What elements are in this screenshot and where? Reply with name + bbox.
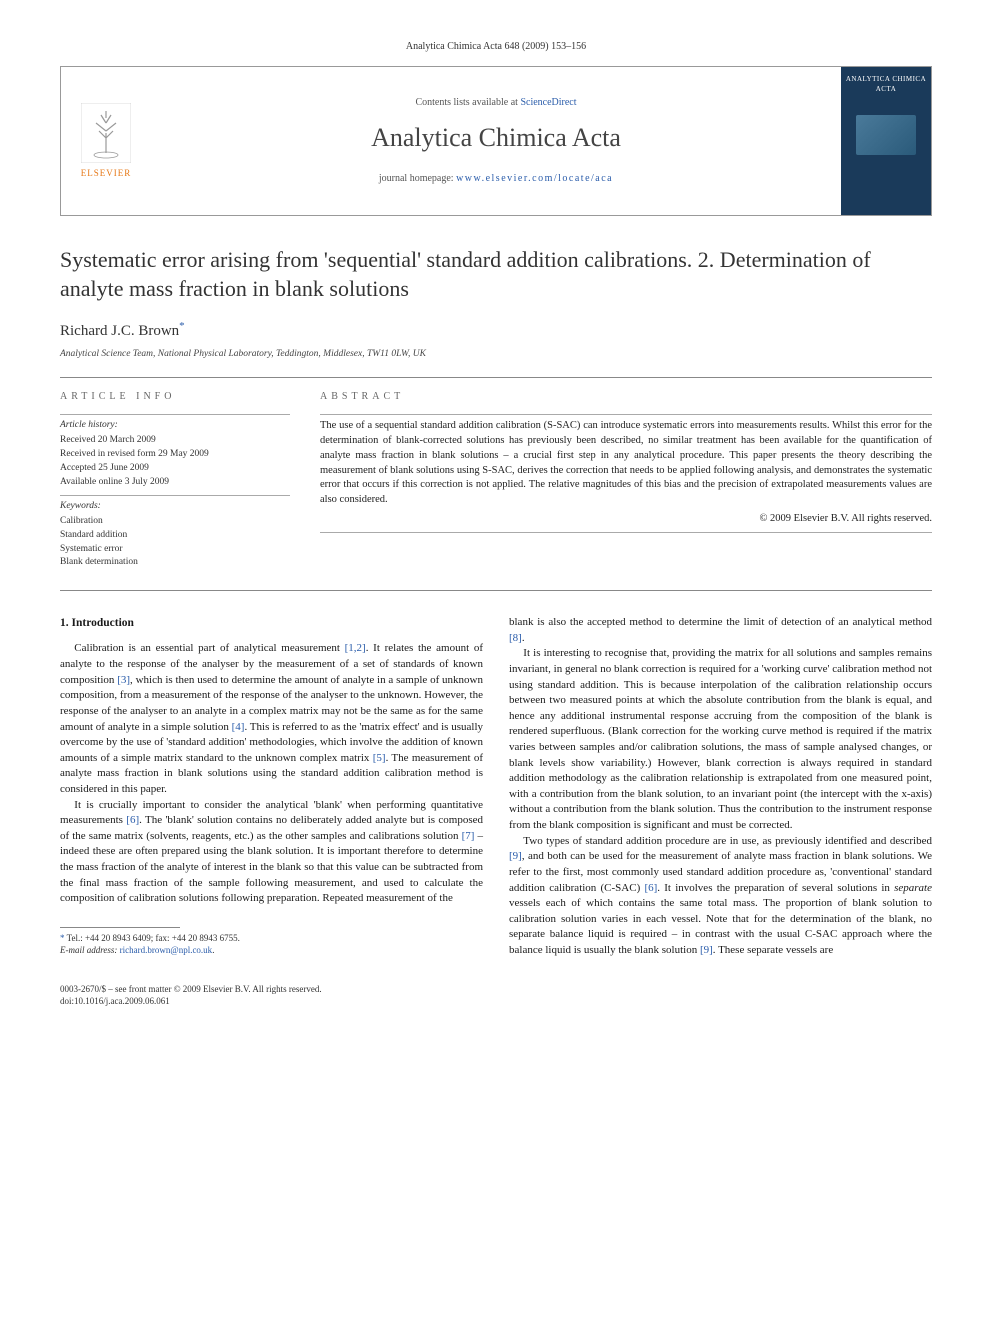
paragraph: Calibration is an essential part of anal… xyxy=(60,641,483,797)
citation-link[interactable]: [9] xyxy=(700,944,713,956)
history-item: Accepted 25 June 2009 xyxy=(60,462,290,476)
divider xyxy=(60,590,932,591)
journal-homepage: journal homepage: www.elsevier.com/locat… xyxy=(379,172,613,186)
elsevier-tree-icon xyxy=(81,103,131,163)
italic-text: separate xyxy=(894,882,932,894)
email-label: E-mail address: xyxy=(60,945,117,955)
citation-link[interactable]: [3] xyxy=(117,674,130,686)
keyword: Blank determination xyxy=(60,556,290,570)
article-title: Systematic error arising from 'sequentia… xyxy=(60,246,932,303)
sciencedirect-link[interactable]: ScienceDirect xyxy=(520,97,576,108)
author-list: Richard J.C. Brown* xyxy=(60,319,932,342)
page-footer: 0003-2670/$ – see front matter © 2009 El… xyxy=(60,983,932,1008)
citation-link[interactable]: [6] xyxy=(126,814,139,826)
divider xyxy=(60,377,932,378)
footnote-tel: Tel.: +44 20 8943 6409; fax: +44 20 8943… xyxy=(67,933,240,943)
journal-cover-thumbnail: ANALYTICA CHIMICA ACTA xyxy=(841,67,931,215)
abstract-column: ABSTRACT The use of a sequential standar… xyxy=(320,390,932,570)
header-center: Contents lists available at ScienceDirec… xyxy=(151,67,841,215)
history-label: Article history: xyxy=(60,419,290,433)
paragraph: Two types of standard addition procedure… xyxy=(509,834,932,959)
publisher-name: ELSEVIER xyxy=(81,167,132,180)
journal-citation: Analytica Chimica Acta 648 (2009) 153–15… xyxy=(60,40,932,54)
footer-doi: doi:10.1016/j.aca.2009.06.061 xyxy=(60,995,932,1008)
citation-link[interactable]: [4] xyxy=(232,721,245,733)
history-item: Received in revised form 29 May 2009 xyxy=(60,448,290,462)
homepage-url[interactable]: www.elsevier.com/locate/aca xyxy=(456,173,613,184)
keyword: Systematic error xyxy=(60,543,290,557)
abstract-text: The use of a sequential standard additio… xyxy=(320,419,932,507)
keywords-label: Keywords: xyxy=(60,500,290,514)
body-column-left: 1. Introduction Calibration is an essent… xyxy=(60,615,483,958)
history-item: Available online 3 July 2009 xyxy=(60,476,290,490)
article-info-column: ARTICLE INFO Article history: Received 2… xyxy=(60,390,290,570)
journal-header: ELSEVIER Contents lists available at Sci… xyxy=(60,66,932,216)
journal-title: Analytica Chimica Acta xyxy=(371,120,621,156)
info-label: ARTICLE INFO xyxy=(60,390,290,404)
citation-link[interactable]: [1,2] xyxy=(345,642,366,654)
publisher-logo: ELSEVIER xyxy=(61,67,151,215)
keyword: Standard addition xyxy=(60,529,290,543)
keyword: Calibration xyxy=(60,515,290,529)
abstract-copyright: © 2009 Elsevier B.V. All rights reserved… xyxy=(320,512,932,527)
footnote-mark: * xyxy=(60,933,65,943)
citation-link[interactable]: [9] xyxy=(509,850,522,862)
body-column-right: blank is also the accepted method to det… xyxy=(509,615,932,958)
footnote-separator xyxy=(60,927,180,928)
citation-link[interactable]: [8] xyxy=(509,632,522,644)
paragraph: blank is also the accepted method to det… xyxy=(509,615,932,646)
citation-link[interactable]: [5] xyxy=(373,752,386,764)
citation-link[interactable]: [6] xyxy=(644,882,657,894)
citation-link[interactable]: [7] xyxy=(462,830,475,842)
history-item: Received 20 March 2009 xyxy=(60,434,290,448)
body-text: 1. Introduction Calibration is an essent… xyxy=(60,615,932,958)
cover-image-icon xyxy=(856,115,916,155)
author-affiliation: Analytical Science Team, National Physic… xyxy=(60,348,932,361)
footer-copyright: 0003-2670/$ – see front matter © 2009 El… xyxy=(60,983,932,996)
contents-prefix: Contents lists available at xyxy=(415,97,520,108)
keywords-block: Keywords: Calibration Standard addition … xyxy=(60,500,290,570)
email-link[interactable]: richard.brown@npl.co.uk xyxy=(120,945,213,955)
section-heading: 1. Introduction xyxy=(60,615,483,631)
homepage-prefix: journal homepage: xyxy=(379,173,456,184)
paragraph: It is crucially important to consider th… xyxy=(60,798,483,907)
paragraph: It is interesting to recognise that, pro… xyxy=(509,646,932,833)
corresponding-footnote: * Tel.: +44 20 8943 6409; fax: +44 20 89… xyxy=(60,932,483,957)
article-history: Article history: Received 20 March 2009 … xyxy=(60,419,290,489)
contents-available: Contents lists available at ScienceDirec… xyxy=(415,96,576,110)
cover-title: ANALYTICA CHIMICA ACTA xyxy=(845,75,927,95)
abstract-label: ABSTRACT xyxy=(320,390,932,404)
author-name[interactable]: Richard J.C. Brown xyxy=(60,323,179,339)
corresponding-mark: * xyxy=(179,320,185,332)
